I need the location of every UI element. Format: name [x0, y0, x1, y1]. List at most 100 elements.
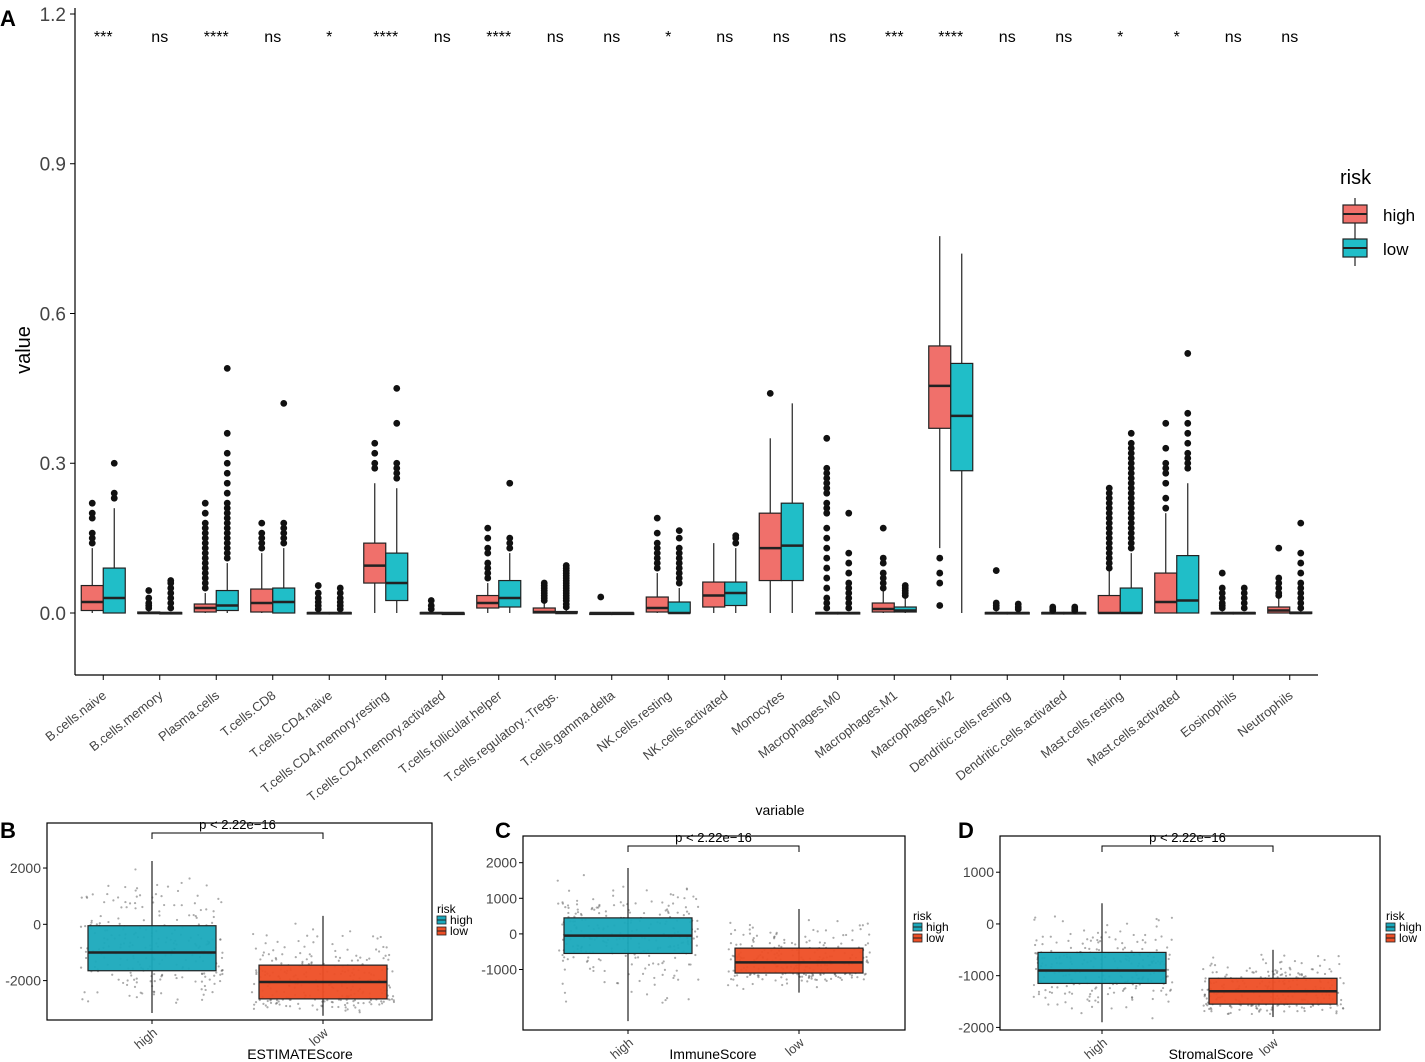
panel-b-jitter-point [350, 959, 354, 962]
panel-b-jitter-point [259, 958, 262, 961]
panel-a-outlier-high [879, 584, 887, 592]
panel-a-outlier-low [223, 524, 231, 532]
panel-a-outlier-high [823, 564, 831, 572]
panel-d-jitter-point [1032, 983, 1036, 987]
panel-a-outlier-low [223, 544, 231, 552]
panel-a-outlier-low [223, 539, 231, 547]
panel-a-outlier-low [1240, 594, 1248, 602]
panel-a-outlier-high [1162, 419, 1170, 427]
panel-a-box-low [272, 587, 296, 614]
panel-c-jitter-point [865, 955, 868, 959]
panel-b-jitter-point [211, 991, 214, 994]
panel-d-jitter-point [1328, 967, 1331, 971]
panel-b-jitter-point [152, 901, 155, 904]
panel-d-jitter-point [1106, 992, 1110, 996]
panel-a-outlier-high [201, 549, 209, 557]
panel-a-outlier-high [823, 584, 831, 592]
panel-b-jitter-point [116, 896, 120, 899]
panel-d-x-tick-label: high [1081, 1035, 1109, 1062]
panel-b-jitter-point [357, 1001, 360, 1005]
panel-c-jitter-point [868, 951, 871, 954]
panel-d-jitter-point [1210, 962, 1213, 965]
panel-d-jitter-point [1160, 935, 1163, 938]
panel-c-jitter-point [736, 984, 739, 987]
panel-d-jitter-point [1203, 980, 1207, 983]
panel-d-jitter-point [1090, 989, 1094, 992]
panel-a-outlier-low [1297, 604, 1305, 612]
panel-a-outlier-low [845, 559, 853, 567]
panel-c-jitter-point [812, 928, 815, 932]
panel-b-jitter-point [174, 973, 177, 977]
panel-d-jitter-point [1061, 920, 1064, 923]
panel-a-outlier-high [201, 524, 209, 532]
panel-b-jitter-point [346, 1008, 349, 1011]
panel-b-jitter-point [117, 917, 120, 920]
panel-c-legend-label-low: low [926, 931, 944, 945]
panel-d-jitter-point [1224, 975, 1227, 978]
panel-c-jitter-point [730, 978, 733, 981]
panel-b-jitter-point [316, 935, 319, 938]
panel-c-jitter-point [868, 933, 871, 936]
panel-a-outlier-high [1105, 504, 1113, 512]
panel-a-outlier-high [653, 544, 661, 552]
panel-b-jitter-point [392, 999, 395, 1002]
panel-b-legend-title: risk [437, 902, 457, 916]
panel-a-outlier-high [936, 554, 944, 562]
panel-c-jitter-point [840, 942, 843, 945]
panel-c-jitter-point [840, 978, 843, 981]
panel-c-jitter-point [761, 978, 764, 981]
panel-d-jitter-point [1219, 1004, 1222, 1007]
panel-c-jitter-point [864, 943, 867, 947]
panel-b-jitter-point [285, 1004, 288, 1008]
panel-b-jitter-point [96, 991, 99, 994]
panel-d-jitter-point [1279, 967, 1283, 970]
panel-d-jitter-point [1203, 995, 1206, 998]
panel-a-outlier-low [506, 544, 514, 552]
panel-a-outlier-low [336, 594, 344, 602]
panel-a-outlier-low [1127, 519, 1135, 527]
panel-a-outlier-low [1127, 504, 1135, 512]
panel-c-jitter-point [624, 954, 627, 957]
panel-c-jitter-point [834, 974, 838, 978]
panel-d-jitter-point [1106, 924, 1109, 927]
panel-c-jitter-point [567, 911, 570, 915]
panel-b-jitter-point [380, 1002, 384, 1005]
panel-b-jitter-point [277, 1000, 280, 1003]
panel-d-jitter-point [1284, 974, 1288, 977]
panel-c-jitter-point [672, 976, 675, 980]
panel-b-jitter-point [194, 914, 197, 918]
panel-a-outlier-low [223, 514, 231, 522]
panel-b-jitter-point [196, 894, 199, 897]
panel-a-outlier-high [371, 439, 379, 447]
panel-a-outlier-high [1162, 479, 1170, 487]
panel-a-significance-label: * [326, 29, 332, 46]
panel-c-jitter-point [800, 979, 803, 982]
panel-a-outlier-high [823, 594, 831, 602]
panel-d-jitter-point [1338, 962, 1341, 966]
panel-a-outlier-high [1162, 459, 1170, 467]
panel-b-jitter-point [176, 998, 179, 1001]
panel-a-outlier-low [393, 464, 401, 472]
panel-c-pvalue-label: p < 2.22e−16 [675, 830, 752, 845]
panel-d-jitter-point [1226, 966, 1229, 969]
panel-c-jitter-point [824, 978, 827, 981]
panel-a-outlier-high [653, 529, 661, 537]
panel-a-legend-title: risk [1340, 167, 1372, 189]
panel-a-outlier-high [1275, 544, 1283, 552]
panel-c-jitter-point [866, 942, 870, 945]
panel-d-jitter-point [1082, 929, 1086, 932]
panel-label-a: A [0, 6, 16, 31]
panel-c-jitter-point [671, 902, 675, 905]
panel-d-jitter-point [1125, 922, 1129, 925]
panel-b-jitter-point [255, 969, 258, 972]
panel-c-jitter-point [561, 953, 564, 957]
panel-d-jitter-point [1304, 975, 1307, 978]
panel-b-jitter-point [95, 923, 98, 926]
panel-a-outlier-high [484, 544, 492, 552]
panel-b-jitter-point [344, 1006, 347, 1009]
panel-b-jitter-point [358, 1011, 361, 1014]
panel-c-jitter-point [742, 933, 745, 936]
panel-a-outlier-high [653, 514, 661, 522]
panel-a-outlier-high [201, 529, 209, 537]
panel-d-jitter-point [1050, 991, 1054, 994]
